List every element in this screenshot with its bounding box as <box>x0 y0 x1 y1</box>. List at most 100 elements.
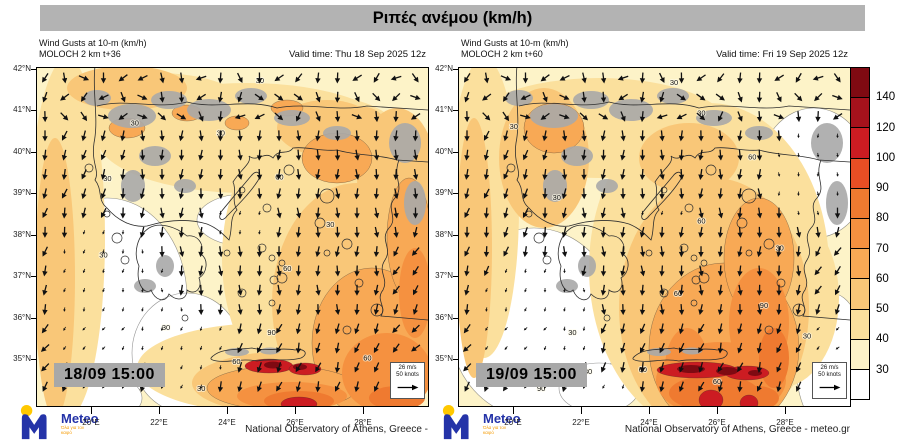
wind-barb-icon <box>756 168 763 180</box>
wind-barb-icon <box>412 226 419 238</box>
wind-barb-icon <box>836 172 839 177</box>
wind-barb-icon <box>42 381 48 392</box>
wind-speed-ms: 26 m/s <box>398 365 417 371</box>
wind-barb-icon <box>100 149 107 161</box>
wind-barb-icon <box>334 342 341 354</box>
wind-barb-icon <box>81 207 87 219</box>
wind-barb-icon <box>178 226 185 238</box>
lat-axis-tick <box>453 317 459 319</box>
contour-label: 30 <box>510 122 518 131</box>
wind-barb-icon <box>195 75 207 81</box>
wind-barb-icon <box>61 226 68 238</box>
wind-barb-icon <box>160 307 164 312</box>
wind-barb-icon <box>61 207 68 219</box>
wind-barb-icon <box>678 381 684 392</box>
lon-axis-label: 28°E <box>776 418 794 427</box>
wind-barb-icon <box>659 149 665 161</box>
wind-barb-icon <box>42 168 48 180</box>
wind-barb-icon <box>102 230 105 235</box>
wind-barb-icon <box>315 168 321 180</box>
wind-barb-icon <box>121 249 125 254</box>
wind-barb-icon <box>315 91 321 103</box>
wind-barb-icon <box>717 111 724 122</box>
wind-barb-icon <box>315 284 321 296</box>
lat-axis-tick <box>31 317 37 319</box>
wind-barb-icon <box>795 284 802 296</box>
wind-barb-icon <box>795 111 802 123</box>
wind-barb-icon <box>196 93 206 101</box>
logo-tagline: Όλα για τον καιρό <box>483 424 507 435</box>
wind-barb-icon <box>137 74 148 81</box>
lon-axis-label: 22°E <box>572 418 590 427</box>
wind-barb-icon <box>773 114 785 120</box>
wind-barb-icon <box>217 72 224 84</box>
wind-barb-icon <box>354 246 360 258</box>
lat-axis-tick <box>31 276 37 278</box>
wind-barb-icon <box>237 381 243 393</box>
wind-barb-icon <box>639 72 646 84</box>
wind-barb-icon <box>737 72 743 84</box>
wind-barb-icon <box>639 111 646 123</box>
wind-barb-icon <box>503 188 509 200</box>
wind-barb-icon <box>639 246 646 258</box>
wind-barb-icon <box>559 114 570 120</box>
wind-barb-icon <box>373 168 380 180</box>
wind-barb-icon <box>834 265 841 276</box>
wind-barb-icon <box>620 130 626 142</box>
lat-axis-tick <box>31 359 37 360</box>
wind-barb-icon <box>256 188 263 200</box>
wind-barb-icon <box>504 346 508 350</box>
wind-barb-icon <box>756 91 763 103</box>
wind-barb-icon <box>219 346 222 351</box>
wind-barb-icon <box>561 207 568 219</box>
wind-barb-icon <box>600 304 607 315</box>
lon-axis-tick <box>227 406 228 414</box>
wind-barb-icon <box>600 246 607 258</box>
wind-barb-icon <box>256 246 263 258</box>
wind-barb-icon <box>717 207 724 219</box>
wind-barb-icon <box>620 304 626 316</box>
wind-barb-icon <box>485 346 489 350</box>
meteo-logo: Meteo Όλα για τον καιρό <box>441 400 551 446</box>
wind-barb-icon <box>392 343 400 353</box>
wind-barb-icon <box>482 93 492 101</box>
colorbar-label: 90 <box>876 182 889 195</box>
wind-barb-icon <box>680 210 683 216</box>
lon-axis-tick <box>159 406 160 414</box>
wind-barb-icon <box>373 130 380 142</box>
wind-barb-icon <box>354 284 360 296</box>
wind-barb-icon <box>82 268 86 274</box>
wind-barb-icon <box>411 344 421 352</box>
wind-barb-icon <box>237 91 243 103</box>
wind-barb-icon <box>620 111 626 122</box>
wind-barb-icon <box>121 327 125 331</box>
wind-barb-icon <box>756 381 763 392</box>
wind-barb-icon <box>698 226 704 238</box>
wind-barb-icon <box>354 188 360 200</box>
wind-barb-icon <box>354 92 360 103</box>
lat-axis-label: 41°N <box>13 105 31 115</box>
wind-barb-icon <box>639 91 646 103</box>
wind-barb-icon <box>816 326 820 331</box>
wind-barb-icon <box>600 91 607 103</box>
wind-barb-icon <box>776 284 782 296</box>
wind-barb-icon <box>737 362 744 373</box>
wind-barb-icon <box>354 265 360 277</box>
wind-barb-icon <box>315 226 321 238</box>
wind-barb-icon <box>737 381 743 393</box>
wind-barb-icon <box>198 284 204 296</box>
wind-barb-icon <box>159 149 165 161</box>
wind-barb-icon <box>563 288 566 293</box>
wind-barb-icon <box>463 324 471 334</box>
lat-axis-tick <box>31 110 37 112</box>
wind-barb-icon <box>698 149 704 161</box>
wind-barb-icon <box>159 246 165 258</box>
wind-barb-icon <box>373 304 380 315</box>
wind-barb-icon <box>159 226 165 238</box>
wind-barb-icon <box>141 345 144 351</box>
wind-barb-icon <box>42 304 48 316</box>
wind-barb-icon <box>354 304 360 316</box>
wind-barb-icon <box>678 362 684 373</box>
wind-barb-icon <box>504 268 508 274</box>
colorbar-block <box>851 217 869 249</box>
